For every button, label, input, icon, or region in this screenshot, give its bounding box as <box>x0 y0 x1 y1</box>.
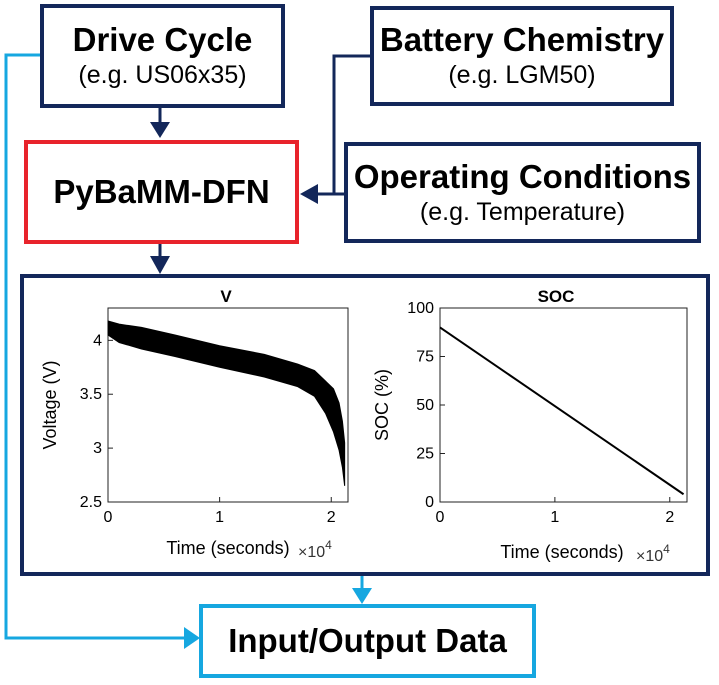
soc-xtick-label: 0 <box>436 509 445 526</box>
voltage-ytick-label: 2.5 <box>80 494 102 511</box>
voltage-plot-title: V <box>220 287 232 306</box>
voltage-ytick-label: 3.5 <box>80 386 102 403</box>
results-plots: V 0 1 2 2.5 3 3.5 4 Voltage (V) Time (seconds)… <box>40 287 688 565</box>
voltage-xtick-label: 1 <box>215 509 224 526</box>
operating-conditions-box: Operating Conditions (e.g. Temperature) <box>344 142 701 243</box>
arrowhead-into-model <box>300 184 318 204</box>
voltage-plot-axes <box>107 307 349 503</box>
output-box: Input/Output Data <box>199 604 536 678</box>
voltage-ticks: 0 1 2 2.5 3 3.5 4 <box>80 332 336 526</box>
soc-series <box>439 326 685 496</box>
voltage-xtick-label: 0 <box>104 509 113 526</box>
arrow-drive-to-output <box>4 53 188 640</box>
voltage-ytick-label: 4 <box>93 332 102 349</box>
operating-conditions-title: Operating Conditions <box>353 157 692 195</box>
voltage-ylabel: Voltage (V) <box>40 360 60 449</box>
voltage-x-multiplier: ×104 <box>298 538 332 561</box>
soc-xlabel: Time (seconds) <box>500 542 623 562</box>
results-panel: V 0 1 2 2.5 3 3.5 4 Voltage (V) Time (seconds)… <box>20 274 710 576</box>
arrowhead-drive-to-model <box>150 122 170 138</box>
arrowhead-model-to-results <box>150 256 170 274</box>
battery-chemistry-subtitle: (e.g. LGM50) <box>448 61 596 89</box>
voltage-series <box>107 320 346 486</box>
drive-cycle-subtitle: (e.g. US06x35) <box>78 61 247 89</box>
soc-ticks: 0 1 2 0 25 50 75 100 <box>407 300 674 526</box>
voltage-plot: V 0 1 2 2.5 3 3.5 4 Voltage (V) Time (seconds)… <box>40 287 349 561</box>
soc-ylabel: SOC (%) <box>372 369 392 441</box>
battery-chemistry-title: Battery Chemistry <box>379 21 665 58</box>
soc-ytick-label: 100 <box>407 300 434 317</box>
soc-xtick-label: 1 <box>550 509 559 526</box>
drive-cycle-box: Drive Cycle (e.g. US06x35) <box>40 4 285 108</box>
soc-ytick-label: 25 <box>416 446 434 463</box>
soc-plot-axes <box>439 307 688 503</box>
arrowhead-results-to-output <box>352 588 372 604</box>
voltage-ytick-label: 3 <box>93 440 102 457</box>
voltage-xtick-label: 2 <box>327 509 336 526</box>
model-box: PyBaMM-DFN <box>24 140 299 244</box>
model-title: PyBaMM-DFN <box>53 173 270 210</box>
soc-plot-title: SOC <box>538 287 575 306</box>
soc-ytick-label: 75 <box>416 349 434 366</box>
arrowhead-drive-to-output <box>184 627 200 649</box>
soc-x-multiplier: ×104 <box>636 542 670 565</box>
drive-cycle-title: Drive Cycle <box>72 21 253 58</box>
battery-chemistry-box: Battery Chemistry (e.g. LGM50) <box>370 6 674 106</box>
soc-plot: SOC 0 1 2 0 25 50 75 100 SOC (%) Time (seconds)… <box>372 287 688 565</box>
soc-ytick-label: 0 <box>425 494 434 511</box>
soc-xtick-label: 2 <box>665 509 674 526</box>
operating-conditions-subtitle: (e.g. Temperature) <box>419 197 626 226</box>
output-title: Input/Output Data <box>228 622 507 659</box>
voltage-xlabel: Time (seconds) <box>166 538 289 558</box>
soc-ytick-label: 50 <box>416 397 434 414</box>
